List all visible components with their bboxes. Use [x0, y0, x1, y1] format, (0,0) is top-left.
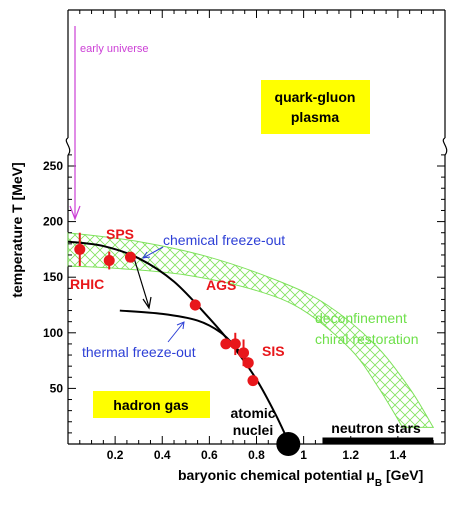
y-tick-label: 50	[50, 381, 64, 395]
y-tick-label: 250	[43, 159, 63, 173]
y-tick-label: 150	[43, 270, 63, 284]
sps-label: SPS	[106, 226, 134, 242]
phase-transition-band	[67, 232, 435, 428]
data-point	[229, 338, 241, 350]
x-axis-label: baryonic chemical potential μB [GeV]	[178, 467, 423, 489]
data-point	[124, 251, 136, 263]
hadron-gas-box	[93, 391, 210, 418]
data-point	[242, 357, 254, 369]
chemical-freeze-out-curve	[67, 240, 291, 445]
freeze-out-arrow-head	[142, 296, 152, 310]
nuclei-label: nuclei	[233, 422, 273, 438]
freeze-out-data-points	[74, 232, 259, 387]
y-axis-label: temperature T [MeV]	[9, 162, 25, 297]
data-point	[238, 347, 250, 359]
data-point	[103, 255, 115, 267]
chemical-label-pointer	[142, 246, 164, 259]
atomic-label: atomic	[230, 405, 275, 421]
y-tick-label: 200	[43, 215, 63, 229]
x-axis-label-unit: [GeV]	[382, 467, 423, 483]
x-axis-label-sub: B	[375, 478, 382, 489]
thermal-label-pointer	[167, 321, 185, 343]
x-tick-label: 1.4	[390, 448, 407, 462]
x-tick-label: 0.8	[248, 448, 265, 462]
quark-gluon-label: quark-gluon	[275, 89, 356, 105]
x-tick-label: 0.4	[154, 448, 171, 462]
data-point	[220, 338, 232, 350]
y-tick-label: 100	[43, 326, 63, 340]
hadron-gas-label: hadron gas	[113, 397, 189, 413]
sis-label: SIS	[262, 343, 285, 359]
thermal-label-pointer-head	[176, 321, 185, 330]
rhic-label: RHIC	[70, 276, 104, 292]
x-tick-label: 0.2	[107, 448, 124, 462]
thermal-freeze-out-label: thermal freeze-out	[82, 344, 196, 360]
early-universe-arrow-head	[69, 205, 81, 221]
axis-ticks: 0.2 0.4 0.6 0.8 1 1.2 1.4 50 100 150 200 250	[43, 10, 445, 462]
x-tick-label: 1.2	[342, 448, 359, 462]
neutron-stars-label: neutron stars	[331, 420, 421, 436]
atomic-nuclei-point	[276, 432, 301, 456]
chiral-restoration-label: chiral restoration	[315, 331, 419, 347]
chemical-label-pointer-head	[141, 251, 151, 259]
data-point	[74, 243, 86, 255]
x-tick-label: 1	[300, 448, 307, 462]
x-axis-label-main: baryonic chemical potential μ	[178, 467, 375, 483]
freeze-out-arrow	[133, 257, 150, 308]
x-tick-label: 0.6	[201, 448, 218, 462]
early-universe-label: early universe	[80, 43, 148, 55]
plasma-label: plasma	[291, 109, 339, 125]
data-point	[247, 375, 259, 387]
ags-label: AGS	[206, 277, 236, 293]
data-point	[189, 299, 201, 311]
axis-break-left	[65, 137, 71, 156]
axis-break-right	[442, 137, 448, 156]
deconfinement-label: deconfinement	[315, 310, 407, 326]
quark-gluon-plasma-box	[261, 80, 370, 134]
chemical-freeze-out-label: chemical freeze-out	[163, 232, 285, 248]
